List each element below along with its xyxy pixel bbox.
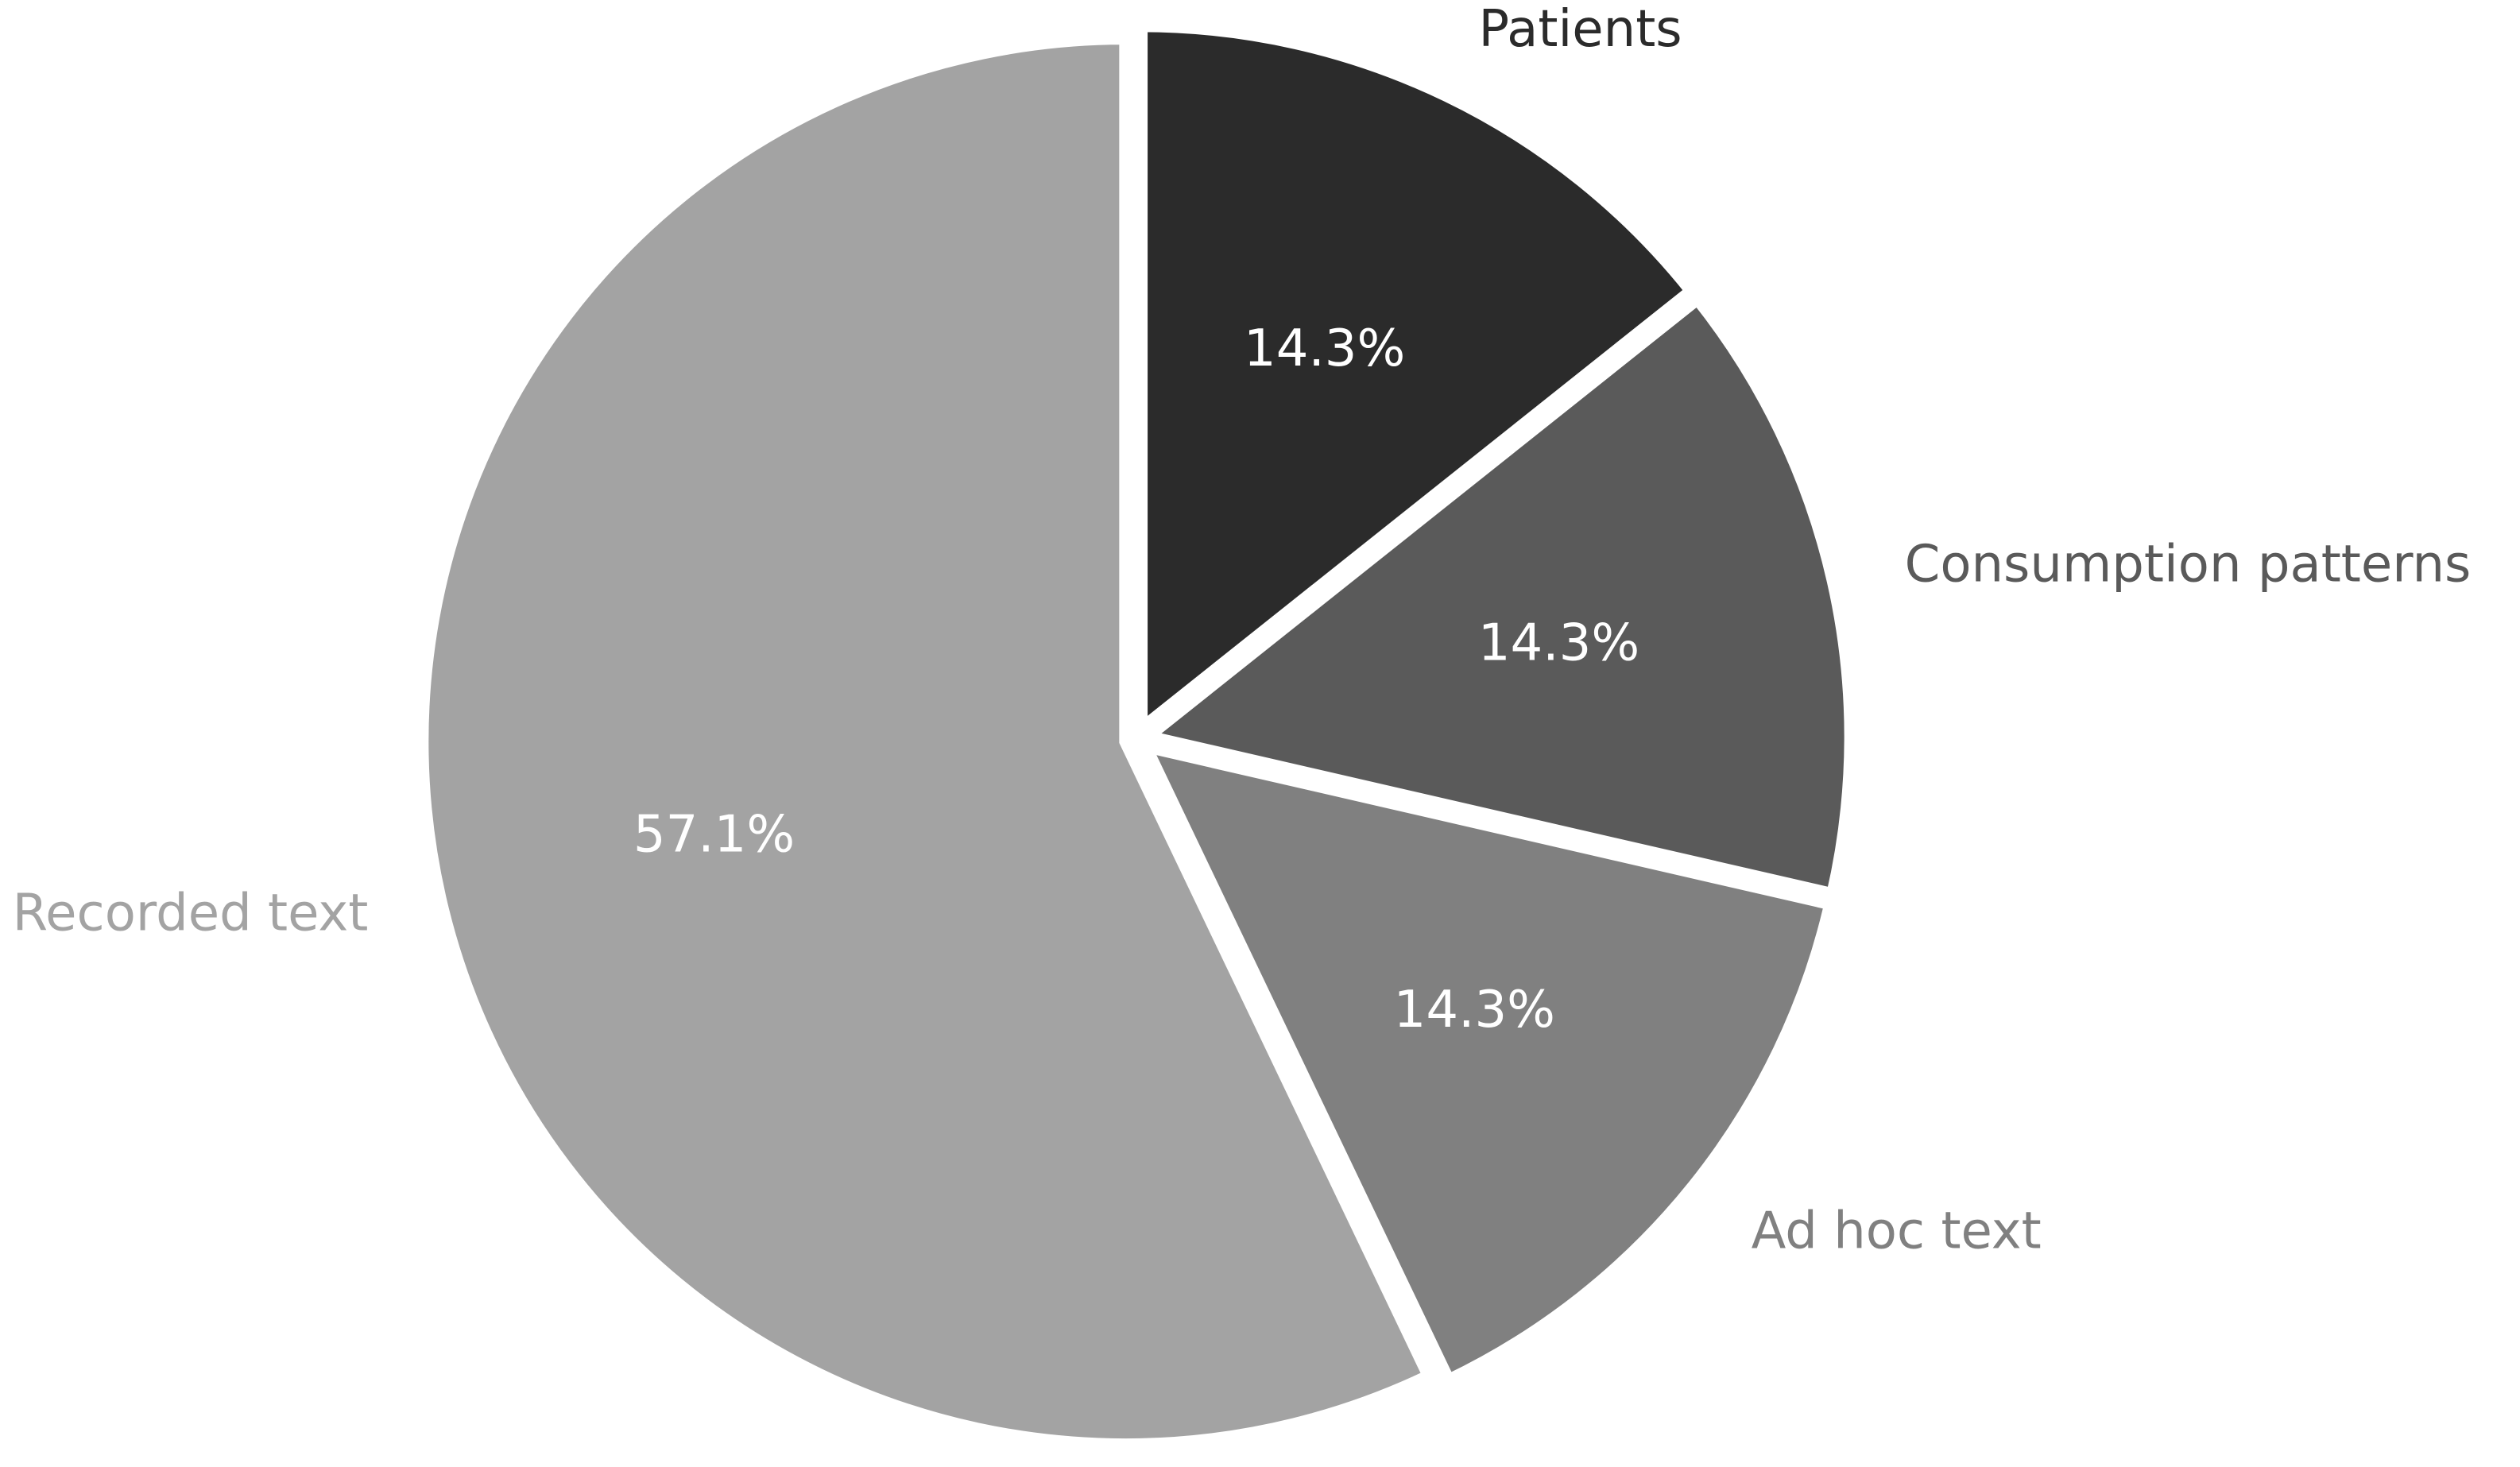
- category-label-recorded-text: Recorded text: [13, 884, 369, 943]
- category-labels: Patients Consumption patterns Ad hoc text R…: [13, 0, 2472, 1261]
- pct-label-consumption-patterns: 14.3%: [1478, 614, 1639, 672]
- category-label-consumption-patterns: Consumption patterns: [1905, 536, 2472, 594]
- pie-slice-patients: [1135, 19, 1701, 742]
- pie-slices: [416, 19, 1857, 1452]
- category-label-patients: Patients: [1478, 0, 1682, 59]
- percentage-labels: 14.3% 14.3% 14.3% 57.1%: [633, 319, 1639, 1039]
- pie-slice-recorded-text: [416, 32, 1438, 1452]
- pct-label-patients: 14.3%: [1244, 319, 1405, 378]
- pct-label-recorded-text: 57.1%: [633, 806, 795, 865]
- pct-label-ad-hoc-text: 14.3%: [1394, 981, 1555, 1039]
- pie-slice-consumption-patterns: [1132, 289, 1857, 902]
- pie-slice-ad-hoc-text: [1133, 737, 1838, 1389]
- category-label-ad-hoc-text: Ad hoc text: [1752, 1202, 2042, 1261]
